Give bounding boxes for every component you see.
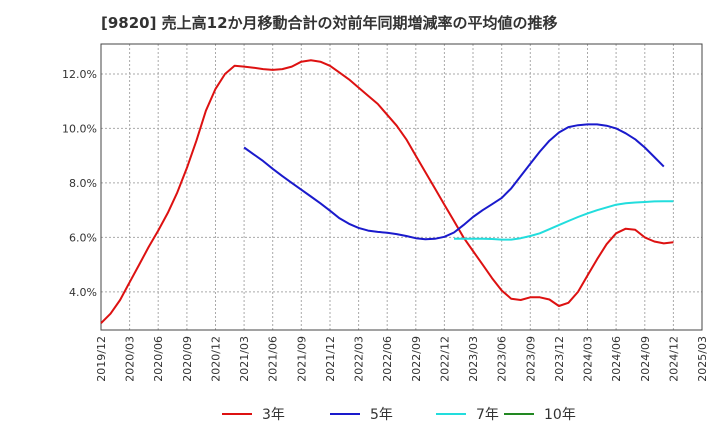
x-tick-label: 2024/03 <box>582 336 595 382</box>
legend-label-3: 10年 <box>544 407 576 423</box>
x-tick-label: 2022/12 <box>438 336 451 382</box>
series-line-1 <box>243 123 665 241</box>
chart-title: [9820] 売上高12か月移動合計の対前年同期増減率の平均値の推移 <box>101 14 558 32</box>
y-tick-label: 6.0% <box>69 231 97 244</box>
x-tick-label: 2024/06 <box>610 336 623 382</box>
x-tick-label: 2020/03 <box>124 336 137 382</box>
x-tick-label: 2021/09 <box>295 336 308 382</box>
x-tick-label: 2020/09 <box>181 336 194 382</box>
y-axis-ticks: 4.0% 6.0% 8.0% 10.0% 12.0% <box>62 68 97 299</box>
x-tick-label: 2024/09 <box>639 336 652 382</box>
x-tick-label: 2024/12 <box>667 336 680 382</box>
y-tick-label: 4.0% <box>69 286 97 299</box>
y-tick-label: 10.0% <box>62 122 97 135</box>
y-tick-label: 8.0% <box>69 177 97 190</box>
x-tick-label: 2023/09 <box>524 336 537 382</box>
x-axis-ticks: 2019/12 2020/03 2020/06 2020/09 2020/12 2021/… <box>95 336 709 382</box>
series-line-2 <box>454 200 674 241</box>
x-tick-label: 2019/12 <box>95 336 108 382</box>
legend-label-0: 3年 <box>262 407 285 423</box>
x-tick-label: 2021/06 <box>267 336 280 382</box>
x-tick-label: 2022/06 <box>381 336 394 382</box>
x-tick-label: 2022/03 <box>353 336 366 382</box>
plot-area-frame <box>100 43 703 331</box>
x-tick-label: 2023/12 <box>553 336 566 382</box>
series-lines <box>100 59 674 324</box>
grid-lines <box>100 44 703 330</box>
series-line-0 <box>100 59 674 324</box>
legend: 3年 5年 7年 10年 <box>222 407 576 423</box>
legend-label-2: 7年 <box>476 407 499 423</box>
x-tick-label: 2021/03 <box>238 336 251 382</box>
x-tick-label: 2020/12 <box>210 336 223 382</box>
x-tick-label: 2025/03 <box>696 336 709 382</box>
x-tick-label: 2023/03 <box>467 336 480 382</box>
legend-label-1: 5年 <box>370 407 393 423</box>
x-tick-label: 2020/06 <box>152 336 165 382</box>
x-tick-label: 2021/12 <box>324 336 337 382</box>
x-tick-label: 2023/06 <box>496 336 509 382</box>
y-tick-label: 12.0% <box>62 68 97 81</box>
x-tick-label: 2022/09 <box>410 336 423 382</box>
